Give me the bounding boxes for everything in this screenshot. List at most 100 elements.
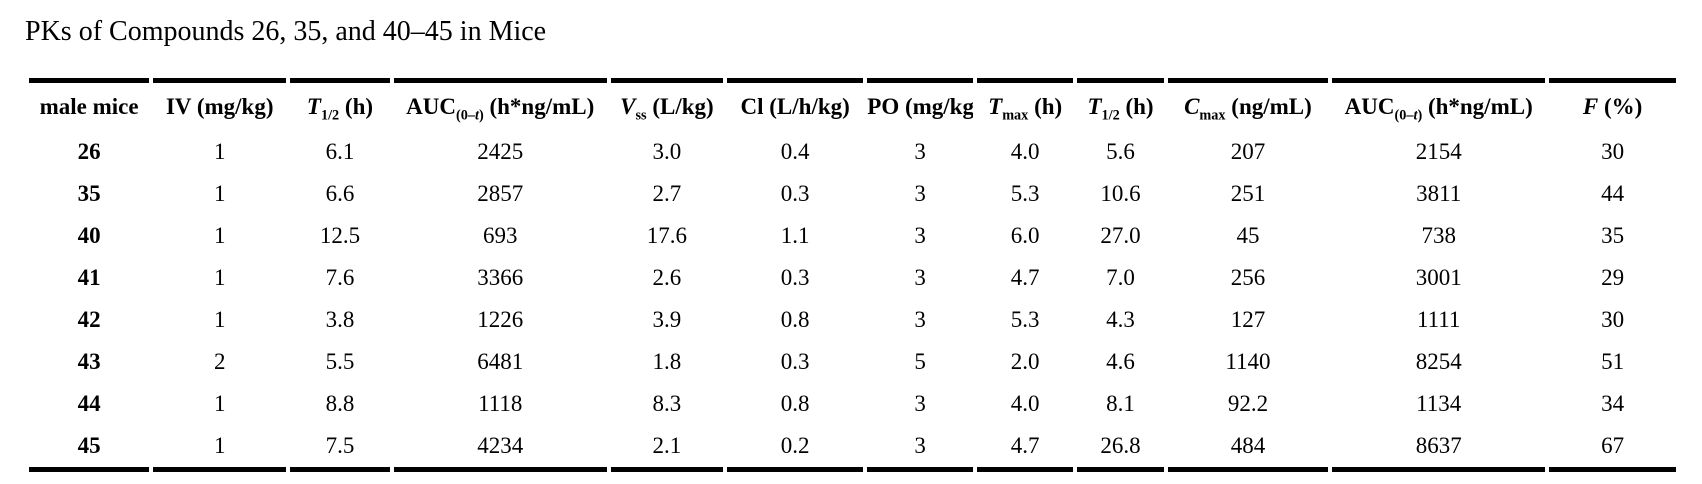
table-cell-cmax: 1140 [1225, 349, 1271, 374]
header-label-segment: V [620, 94, 636, 119]
header-label-segment: C [1184, 94, 1200, 119]
table-cell-iv-t-half: 6.6 [325, 181, 355, 206]
table-cell-f-percent: 67 [1549, 425, 1676, 472]
table-row-compound-41: 41 1 7.6 3366 2.6 0.3 3 4.7 7.0 256 3001 29 [29, 257, 1676, 299]
header-label-segment: (h) [1119, 94, 1154, 119]
table-cell-cmax: 45 [1236, 223, 1260, 248]
compound-cell: 41 [77, 265, 101, 290]
table-cell-cmax: 484 [1167, 425, 1329, 472]
compound-cell: 35 [77, 181, 101, 206]
column-header-iv-dose: IV (mg/kg) [153, 78, 287, 131]
table-cell-iv-dose: 1 [213, 391, 226, 416]
table-row-compound-43: 43 2 5.5 6481 1.8 0.3 5 2.0 4.6 1140 8254 51 [29, 341, 1676, 383]
table-cell-po-t-half: 4.6 [1106, 349, 1135, 374]
table-cell-po-t-half: 8.1 [1106, 391, 1135, 416]
table-cell-f-percent: 44 [1601, 181, 1625, 206]
table-cell-po-dose: 5 [914, 349, 926, 374]
table-cell-po-auc: 2154 [1415, 139, 1462, 164]
compound-cell: 45 [29, 425, 150, 472]
table-cell-f-percent: 30 [1601, 139, 1625, 164]
table-row-compound-45: 45 1 7.5 4234 2.1 0.2 3 4.7 26.8 484 8637 67 [29, 425, 1676, 472]
table-cell-iv-t-half: 6.1 [325, 139, 355, 164]
table-cell-cmax: 207 [1230, 139, 1266, 164]
table-cell-f-percent: 34 [1601, 391, 1625, 416]
table-cell-po-dose: 3 [867, 425, 974, 472]
table-cell-po-auc: 3001 [1415, 265, 1462, 290]
table-cell-po-auc: 1134 [1416, 391, 1462, 416]
column-header-iv-t-half: T1/2 (h) [290, 78, 390, 131]
column-header-po-auc: AUC(0–t) (h*ng/mL) [1332, 78, 1546, 131]
header-label-segment: (h) [1028, 94, 1063, 119]
table-cell-cl: 0.8 [780, 307, 810, 332]
header-label-segment: ) [1417, 107, 1423, 124]
table-body: 26 1 6.1 2425 3.0 0.4 3 4.0 5.6 207 2154 30 35 1 6.6 28… [29, 131, 1676, 472]
compound-cell: 44 [77, 391, 101, 416]
table-cell-vss: 3.0 [652, 139, 682, 164]
table-cell-iv-auc: 6481 [477, 349, 524, 374]
table-cell-tmax: 5.3 [1010, 181, 1040, 206]
table-cell-vss: 17.6 [646, 223, 688, 248]
compound-cell: 26 [77, 139, 101, 164]
table-cell-iv-dose: 1 [213, 139, 226, 164]
header-label-segment: (h) [339, 94, 374, 119]
header-label-segment: (%) [1598, 94, 1643, 119]
table-row-compound-44: 44 1 8.8 1118 8.3 0.8 3 4.0 8.1 92.2 1134 34 [29, 383, 1676, 425]
table-cell-iv-auc: 1118 [478, 391, 523, 416]
header-label-segment: (0– [456, 107, 476, 124]
table-cell-cmax: 92.2 [1227, 391, 1269, 416]
header-label-segment: 1/2 [320, 107, 340, 124]
table-cell-po-t-half: 27.0 [1100, 223, 1141, 248]
table-cell-tmax: 4.7 [1010, 265, 1040, 290]
header-label-segment: AUC [1344, 94, 1395, 119]
table-cell-iv-auc: 1226 [477, 307, 524, 332]
table-cell-cl: 0.3 [780, 181, 810, 206]
header-label-segment: t [1413, 107, 1418, 124]
header-label-segment: ss [635, 107, 647, 124]
header-label-segment: (h*ng/mL) [1422, 94, 1533, 119]
header-label-segment: F [1582, 94, 1599, 119]
table-cell-po-auc: 8637 [1332, 425, 1546, 472]
pk-table: male mice IV (mg/kg) T1/2 (h) AUC(0–t) (h*n… [25, 78, 1680, 472]
table-cell-iv-t-half: 5.5 [325, 349, 355, 374]
table-cell-po-dose: 3 [914, 181, 926, 206]
table-cell-iv-auc: 2425 [477, 139, 524, 164]
table-cell-tmax: 4.0 [1010, 391, 1040, 416]
table-cell-po-t-half: 5.6 [1106, 139, 1135, 164]
table-cell-po-dose: 3 [914, 139, 926, 164]
table-row-compound-42: 42 1 3.8 1226 3.9 0.8 3 5.3 4.3 127 1111 30 [29, 299, 1676, 341]
table-cell-iv-t-half: 8.8 [325, 391, 355, 416]
column-header-vss: Vss (L/kg) [610, 78, 724, 131]
header-label-segment: (h*ng/mL) [483, 94, 595, 119]
table-cell-iv-auc: 3366 [477, 265, 524, 290]
compound-cell: 40 [77, 223, 101, 248]
column-header-compound: male mice [29, 78, 150, 131]
table-cell-vss: 2.6 [652, 265, 682, 290]
table-cell-cl: 0.2 [727, 425, 864, 472]
table-cell-po-t-half: 10.6 [1100, 181, 1141, 206]
table-cell-cl: 0.4 [780, 139, 810, 164]
table-cell-po-auc: 8254 [1415, 349, 1462, 374]
column-header-cmax: Cmax (ng/mL) [1167, 78, 1329, 131]
table-cell-iv-t-half: 7.6 [325, 265, 355, 290]
header-label-segment: T [988, 94, 1003, 119]
table-cell-cl: 0.8 [780, 391, 810, 416]
header-label-segment: Cl (L/h/kg) [740, 94, 850, 119]
table-cell-po-t-half: 26.8 [1077, 425, 1164, 472]
header-row: male mice IV (mg/kg) T1/2 (h) AUC(0–t) (h*n… [29, 78, 1676, 131]
header-label-segment: PO (mg/kg) [867, 94, 974, 119]
header-label-segment: max [1199, 107, 1226, 124]
header-label-segment: male mice [39, 94, 139, 119]
table-cell-po-dose: 3 [914, 265, 926, 290]
table-cell-iv-auc: 4234 [393, 425, 607, 472]
table-cell-vss: 2.1 [610, 425, 724, 472]
table-title: PKs of Compounds 26, 35, and 40–45 in Mi… [25, 16, 547, 47]
table-cell-tmax: 4.7 [977, 425, 1074, 472]
table-cell-tmax: 2.0 [1010, 349, 1040, 374]
compound-cell: 43 [77, 349, 101, 374]
table-cell-iv-dose: 1 [213, 223, 226, 248]
header-label-segment: ) [478, 107, 484, 124]
table-cell-cl: 1.1 [780, 223, 810, 248]
table-cell-vss: 3.9 [652, 307, 682, 332]
table-cell-iv-t-half: 3.8 [325, 307, 355, 332]
